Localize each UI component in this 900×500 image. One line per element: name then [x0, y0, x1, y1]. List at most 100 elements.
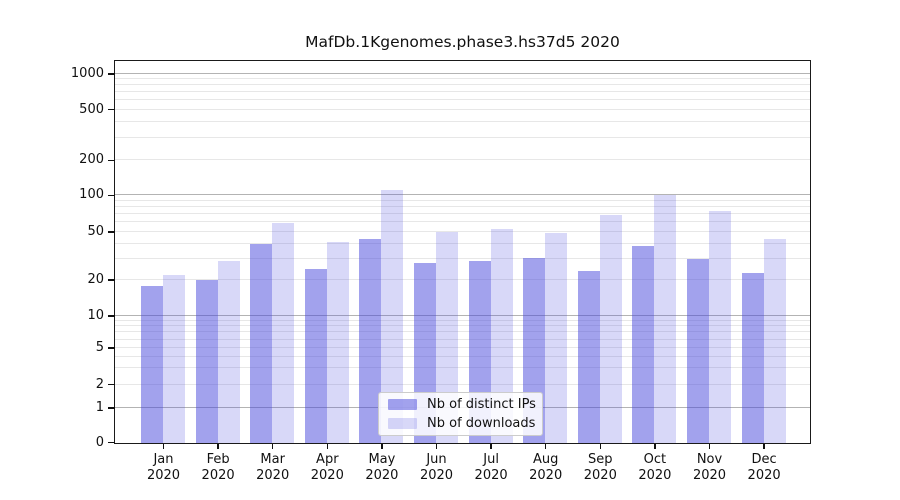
x-tick-mark — [490, 444, 492, 449]
minor-gridline — [115, 206, 810, 208]
y-tick-label: 0 — [95, 434, 104, 450]
x-tick-mark — [162, 444, 165, 449]
x-tick-label: Oct 2020 — [638, 452, 672, 483]
x-tick-label: Aug 2020 — [529, 452, 563, 483]
minor-gridline — [115, 136, 810, 138]
y-tick-mark — [107, 441, 115, 444]
x-tick-mark — [435, 444, 438, 449]
minor-gridline — [115, 159, 810, 161]
minor-gridline — [115, 99, 810, 101]
y-tick-mark — [107, 279, 115, 281]
bar-distinct-ips — [141, 285, 163, 443]
bar-distinct-ips — [250, 244, 273, 443]
y-tick-label: 50 — [87, 224, 104, 240]
x-tick-label: Mar 2020 — [256, 452, 290, 483]
bar-downloads — [163, 275, 185, 443]
bar-distinct-ips — [577, 270, 600, 443]
y-tick-mark — [107, 407, 115, 409]
x-tick-mark — [326, 444, 329, 449]
bar-downloads — [654, 195, 677, 443]
x-tick-label: May 2020 — [365, 452, 399, 483]
y-tick-mark — [107, 108, 115, 111]
bar-downloads — [599, 214, 622, 443]
y-tick-label: 10 — [87, 307, 104, 323]
bar-distinct-ips — [304, 268, 327, 443]
bar-downloads — [326, 241, 349, 443]
x-tick-label: Sep 2020 — [583, 452, 617, 483]
major-gridline — [115, 194, 810, 196]
y-tick-mark — [107, 347, 115, 349]
x-tick-mark — [544, 444, 547, 449]
x-tick-label: Jun 2020 — [419, 452, 454, 483]
x-tick-mark — [217, 444, 219, 449]
legend-item-distinct-ips: Nb of distinct IPs — [388, 397, 536, 412]
y-tick-mark — [107, 231, 115, 233]
bar-downloads — [381, 190, 404, 443]
x-tick-label: Dec 2020 — [747, 452, 781, 483]
minor-gridline — [115, 108, 810, 110]
minor-gridline — [115, 367, 810, 369]
minor-gridline — [115, 338, 810, 340]
minor-gridline — [115, 200, 810, 202]
x-tick-mark — [763, 444, 765, 449]
minor-gridline — [115, 319, 810, 321]
x-tick-mark — [271, 444, 274, 449]
x-tick-label: Nov 2020 — [692, 452, 727, 483]
plot-area — [114, 60, 811, 444]
minor-gridline — [115, 347, 810, 348]
minor-gridline — [115, 355, 810, 357]
major-gridline — [115, 314, 810, 316]
x-tick-label: Feb 2020 — [201, 452, 235, 483]
minor-gridline — [115, 231, 810, 233]
bar-distinct-ips — [632, 245, 655, 443]
minor-gridline — [115, 84, 810, 86]
y-tick-label: 100 — [79, 187, 104, 203]
y-tick-mark — [107, 383, 115, 386]
minor-gridline — [115, 331, 810, 333]
x-tick-mark — [599, 444, 602, 449]
y-tick-label: 5 — [95, 340, 104, 355]
legend-label-distinct-ips: Nb of distinct IPs — [427, 397, 536, 412]
bar-distinct-ips — [359, 239, 382, 443]
legend-swatch-distinct-ips — [388, 399, 417, 410]
y-tick-mark — [107, 159, 115, 161]
minor-gridline — [115, 383, 810, 385]
y-tick-mark — [107, 315, 115, 317]
y-tick-label: 500 — [79, 101, 104, 117]
legend-label-downloads: Nb of downloads — [427, 416, 536, 431]
y-tick-label: 200 — [79, 152, 104, 168]
chart-title: MafDb.1Kgenomes.phase3.hs37d5 2020 — [305, 33, 620, 51]
y-tick-label: 20 — [87, 271, 104, 287]
y-tick-label: 1000 — [70, 65, 104, 81]
bar-downloads — [490, 229, 513, 443]
x-tick-label: Jul 2020 — [474, 452, 508, 483]
x-tick-mark — [708, 444, 711, 449]
x-tick-label: Jan 2020 — [146, 452, 181, 483]
y-tick-label: 1 — [95, 399, 104, 415]
legend-swatch-downloads — [388, 418, 417, 429]
bar-downloads — [763, 239, 786, 443]
minor-gridline — [115, 242, 810, 244]
minor-gridline — [115, 325, 810, 327]
major-gridline — [115, 72, 810, 74]
minor-gridline — [115, 78, 810, 80]
bar-downloads — [436, 231, 458, 443]
x-tick-label: Apr 2020 — [310, 452, 344, 483]
legend-item-downloads: Nb of downloads — [388, 416, 536, 431]
minor-gridline — [115, 120, 810, 122]
bar-distinct-ips — [741, 273, 764, 443]
minor-gridline — [115, 213, 810, 215]
y-tick-mark — [107, 73, 115, 75]
y-tick-mark — [107, 194, 115, 197]
x-tick-mark — [654, 444, 656, 449]
bar-downloads — [272, 222, 295, 443]
bar-downloads — [545, 232, 568, 443]
minor-gridline — [115, 278, 810, 280]
legend: Nb of distinct IPs Nb of downloads — [378, 392, 543, 436]
minor-gridline — [115, 221, 810, 223]
minor-gridline — [115, 91, 810, 93]
bar-distinct-ips — [687, 259, 709, 443]
minor-gridline — [115, 257, 810, 259]
x-tick-mark — [381, 444, 383, 449]
